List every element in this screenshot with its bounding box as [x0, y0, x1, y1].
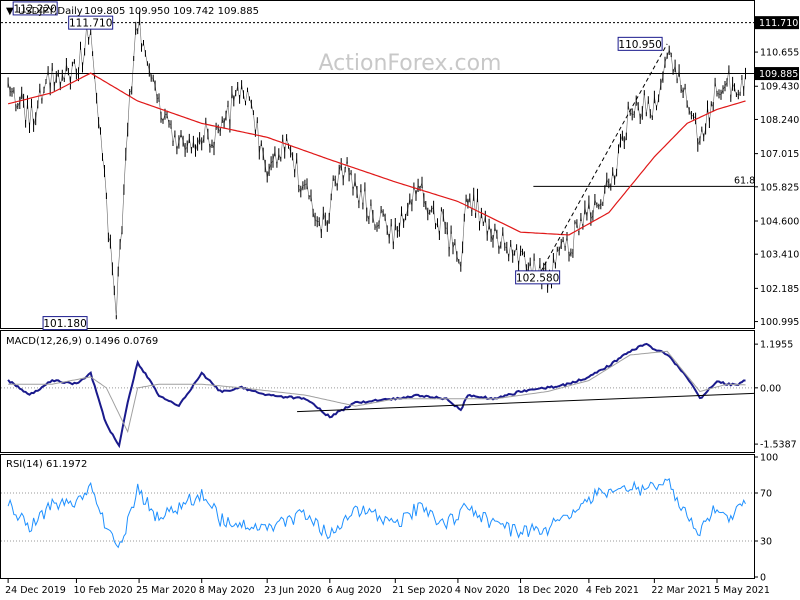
watermark: ActionForex.com [319, 51, 502, 76]
price-tick-label: 108.240 [760, 115, 799, 126]
macd-series [7, 342, 746, 449]
price-tick-label: 104.600 [760, 216, 799, 227]
ma-line [7, 72, 746, 236]
price-tick-label: 102.185 [760, 284, 799, 295]
date-tick-label: 4 Nov 2020 [455, 585, 510, 596]
annotation-box [12, 1, 58, 16]
macd-line [7, 342, 746, 449]
date-tick-label: 5 May 2021 [714, 585, 770, 596]
annotation-box [68, 15, 114, 30]
moving-average [7, 72, 746, 236]
rsi-line [7, 478, 746, 549]
date-tick-label: 21 Sep 2020 [392, 585, 452, 596]
rsi-axis: 100 70 30 0 [754, 453, 778, 584]
symbol-label: USDJPY,Daily [18, 6, 83, 17]
price-line [7, 18, 746, 318]
price-level-tag [755, 16, 799, 30]
price-tick-label: 109.430 [760, 82, 799, 93]
annotation-label: 101.180 [43, 318, 86, 330]
rsi-levels [1, 492, 754, 542]
date-tick-label: 24 Dec 2019 [5, 585, 66, 596]
price-level-tag-label: 109.885 [759, 69, 798, 80]
date-tick-label: 18 Dec 2020 [518, 585, 579, 596]
macd-pane [0, 330, 755, 453]
macd-trend [297, 392, 755, 413]
price-series [7, 11, 746, 320]
price-annotation: 110.950 [617, 36, 663, 51]
price-level-tags: 111.710 109.885 [755, 16, 799, 81]
annotation-label: 110.950 [618, 39, 661, 51]
fibonacci-level: 61.8 [533, 175, 755, 187]
macd-title: MACD(12,26,9) 0.1496 0.0769 [6, 336, 158, 347]
price-annotation: 102.580 [515, 270, 561, 285]
price-annotation: 112.220 [12, 1, 58, 16]
price-level-tag-label: 111.710 [759, 18, 798, 29]
macd-trend-line [297, 392, 755, 413]
price-annotations: 112.220 111.710 101.180 102.580 110.950 [12, 1, 663, 331]
macd-tick-label: 1.1955 [760, 340, 793, 351]
ohlc-values: 109.805 109.950 109.742 109.885 [84, 6, 259, 17]
date-tick-label: 10 Feb 2020 [73, 585, 132, 596]
annotation-label: 111.710 [69, 18, 112, 30]
price-tick-label: 107.015 [760, 149, 799, 160]
price-annotation: 101.180 [42, 316, 88, 331]
price-annotation: 111.710 [68, 15, 114, 30]
annotation-box [515, 270, 561, 285]
rsi-pane [0, 454, 755, 579]
price-levels [1, 22, 754, 75]
trend-line-dashed [537, 43, 668, 278]
rsi-series [7, 478, 746, 549]
annotation-label: 102.580 [516, 272, 559, 284]
chart-header: ▼ USDJPY,Daily 109.805 109.950 109.742 1… [6, 6, 259, 17]
annotation-label: 112.220 [13, 3, 56, 15]
price-pane [0, 0, 755, 329]
date-axis: 24 Dec 2019 10 Feb 2020 25 Mar 2020 8 May 2… [5, 579, 770, 596]
macd-axis: 1.1955 0.00 -1.5387 [754, 340, 797, 451]
date-tick-label: 4 Feb 2021 [586, 585, 639, 596]
price-axis: 110.655 109.430 108.240 107.015 105.825 104.6… [754, 48, 799, 328]
date-tick-label: 22 Mar 2021 [651, 585, 711, 596]
date-tick-label: 6 Aug 2020 [327, 585, 382, 596]
rsi-tick-label: 100 [760, 453, 778, 464]
macd-signal-line [8, 350, 746, 434]
date-tick-label: 8 May 2020 [199, 585, 255, 596]
price-tick-label: 103.410 [760, 250, 799, 261]
price-tick-label: 110.655 [760, 48, 799, 59]
macd-tick-label: 0.00 [760, 383, 781, 394]
annotation-box [617, 36, 663, 51]
rsi-title: RSI(14) 61.1972 [6, 459, 87, 470]
date-tick-label: 25 Mar 2020 [136, 585, 196, 596]
fibonacci-label: 61.8 [734, 175, 755, 186]
date-tick-label: 23 Jun 2020 [264, 585, 321, 596]
price-level-tag [755, 67, 799, 81]
macd-tick-label: -1.5387 [760, 440, 797, 451]
rsi-tick-label: 70 [760, 489, 772, 500]
price-tick-label: 100.995 [760, 317, 799, 328]
rsi-tick-label: 0 [760, 573, 766, 584]
trend-line [537, 43, 668, 278]
price-tick-label: 105.825 [760, 182, 799, 193]
menu-arrow-icon[interactable]: ▼ [6, 6, 14, 17]
rsi-tick-label: 30 [760, 537, 772, 548]
annotation-box [42, 316, 88, 331]
